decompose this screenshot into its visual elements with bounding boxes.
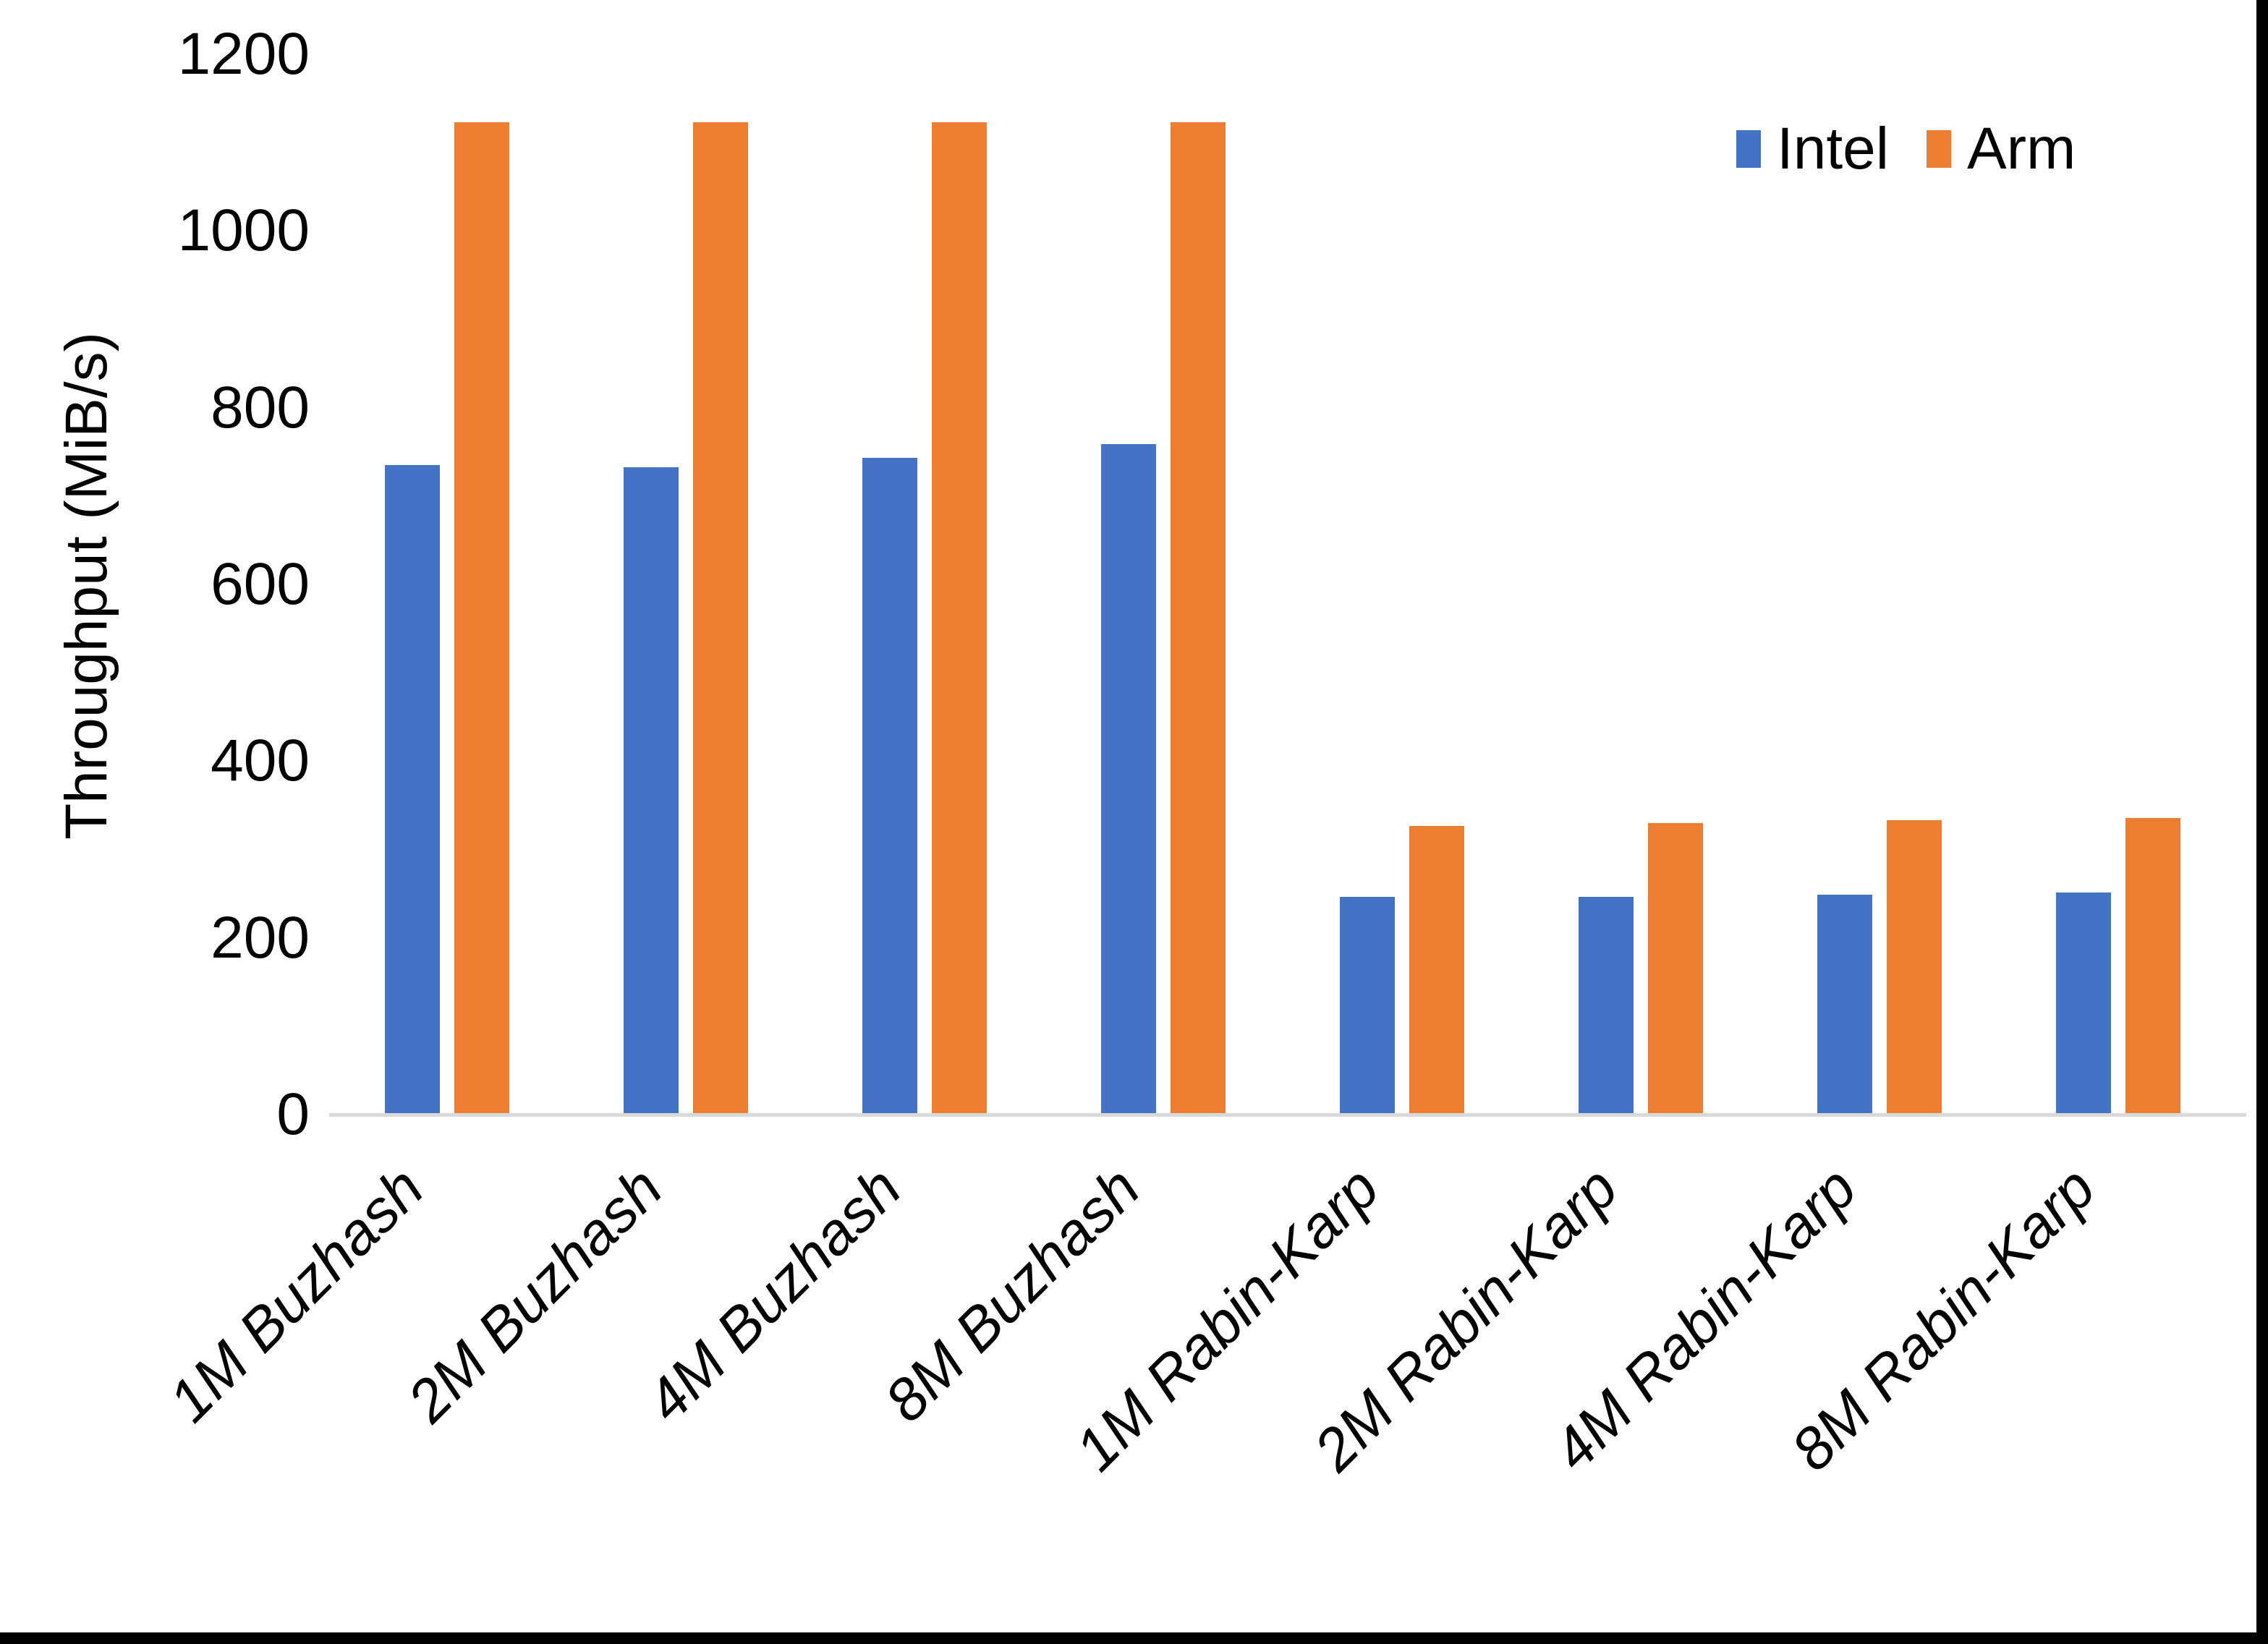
bar-intel-1m-buzhash [385,465,440,1115]
y-tick-label-600: 600 [211,551,310,617]
bar-intel-1m-rabin-karp [1340,897,1395,1115]
bar-intel-4m-rabin-karp [1817,895,1872,1115]
bar-arm-8m-rabin-karp [2125,818,2180,1115]
legend-label-intel: Intel [1777,116,1889,182]
bar-intel-8m-buzhash [1101,444,1156,1115]
x-axis-line [329,1113,2246,1117]
bar-arm-4m-rabin-karp [1887,820,1942,1115]
legend: Intel Arm [1736,114,2076,184]
bar-arm-2m-buzhash [693,122,748,1115]
legend-swatch-arm [1927,130,1951,168]
legend-label-arm: Arm [1967,116,2076,182]
y-tick-label-200: 200 [211,904,310,971]
window-edge-bottom [0,1632,2268,1644]
bar-intel-2m-rabin-karp [1579,897,1634,1115]
y-tick-label-1000: 1000 [177,197,310,264]
bar-arm-8m-buzhash [1171,122,1226,1115]
bar-intel-4m-buzhash [862,458,917,1115]
category-label-2m-buzhash: 2M Buzhash [395,1154,676,1435]
y-tick-label-400: 400 [211,728,310,794]
category-label-4m-buzhash: 4M Buzhash [634,1154,914,1435]
y-tick-label-1200: 1200 [177,21,310,87]
y-tick-label-800: 800 [211,374,310,440]
window-edge-right [2256,0,2268,1644]
bar-intel-2m-buzhash [624,467,679,1115]
bar-arm-1m-rabin-karp [1409,826,1464,1115]
bar-arm-2m-rabin-karp [1648,823,1703,1115]
legend-item-arm: Arm [1927,114,2076,184]
category-label-1m-buzhash: 1M Buzhash [156,1154,437,1435]
bar-arm-4m-buzhash [932,122,987,1115]
legend-swatch-intel [1736,130,1761,168]
bar-intel-8m-rabin-karp [2056,893,2111,1115]
bar-arm-1m-buzhash [454,122,509,1115]
legend-item-intel: Intel [1736,114,1889,184]
y-tick-label-0: 0 [276,1081,310,1147]
